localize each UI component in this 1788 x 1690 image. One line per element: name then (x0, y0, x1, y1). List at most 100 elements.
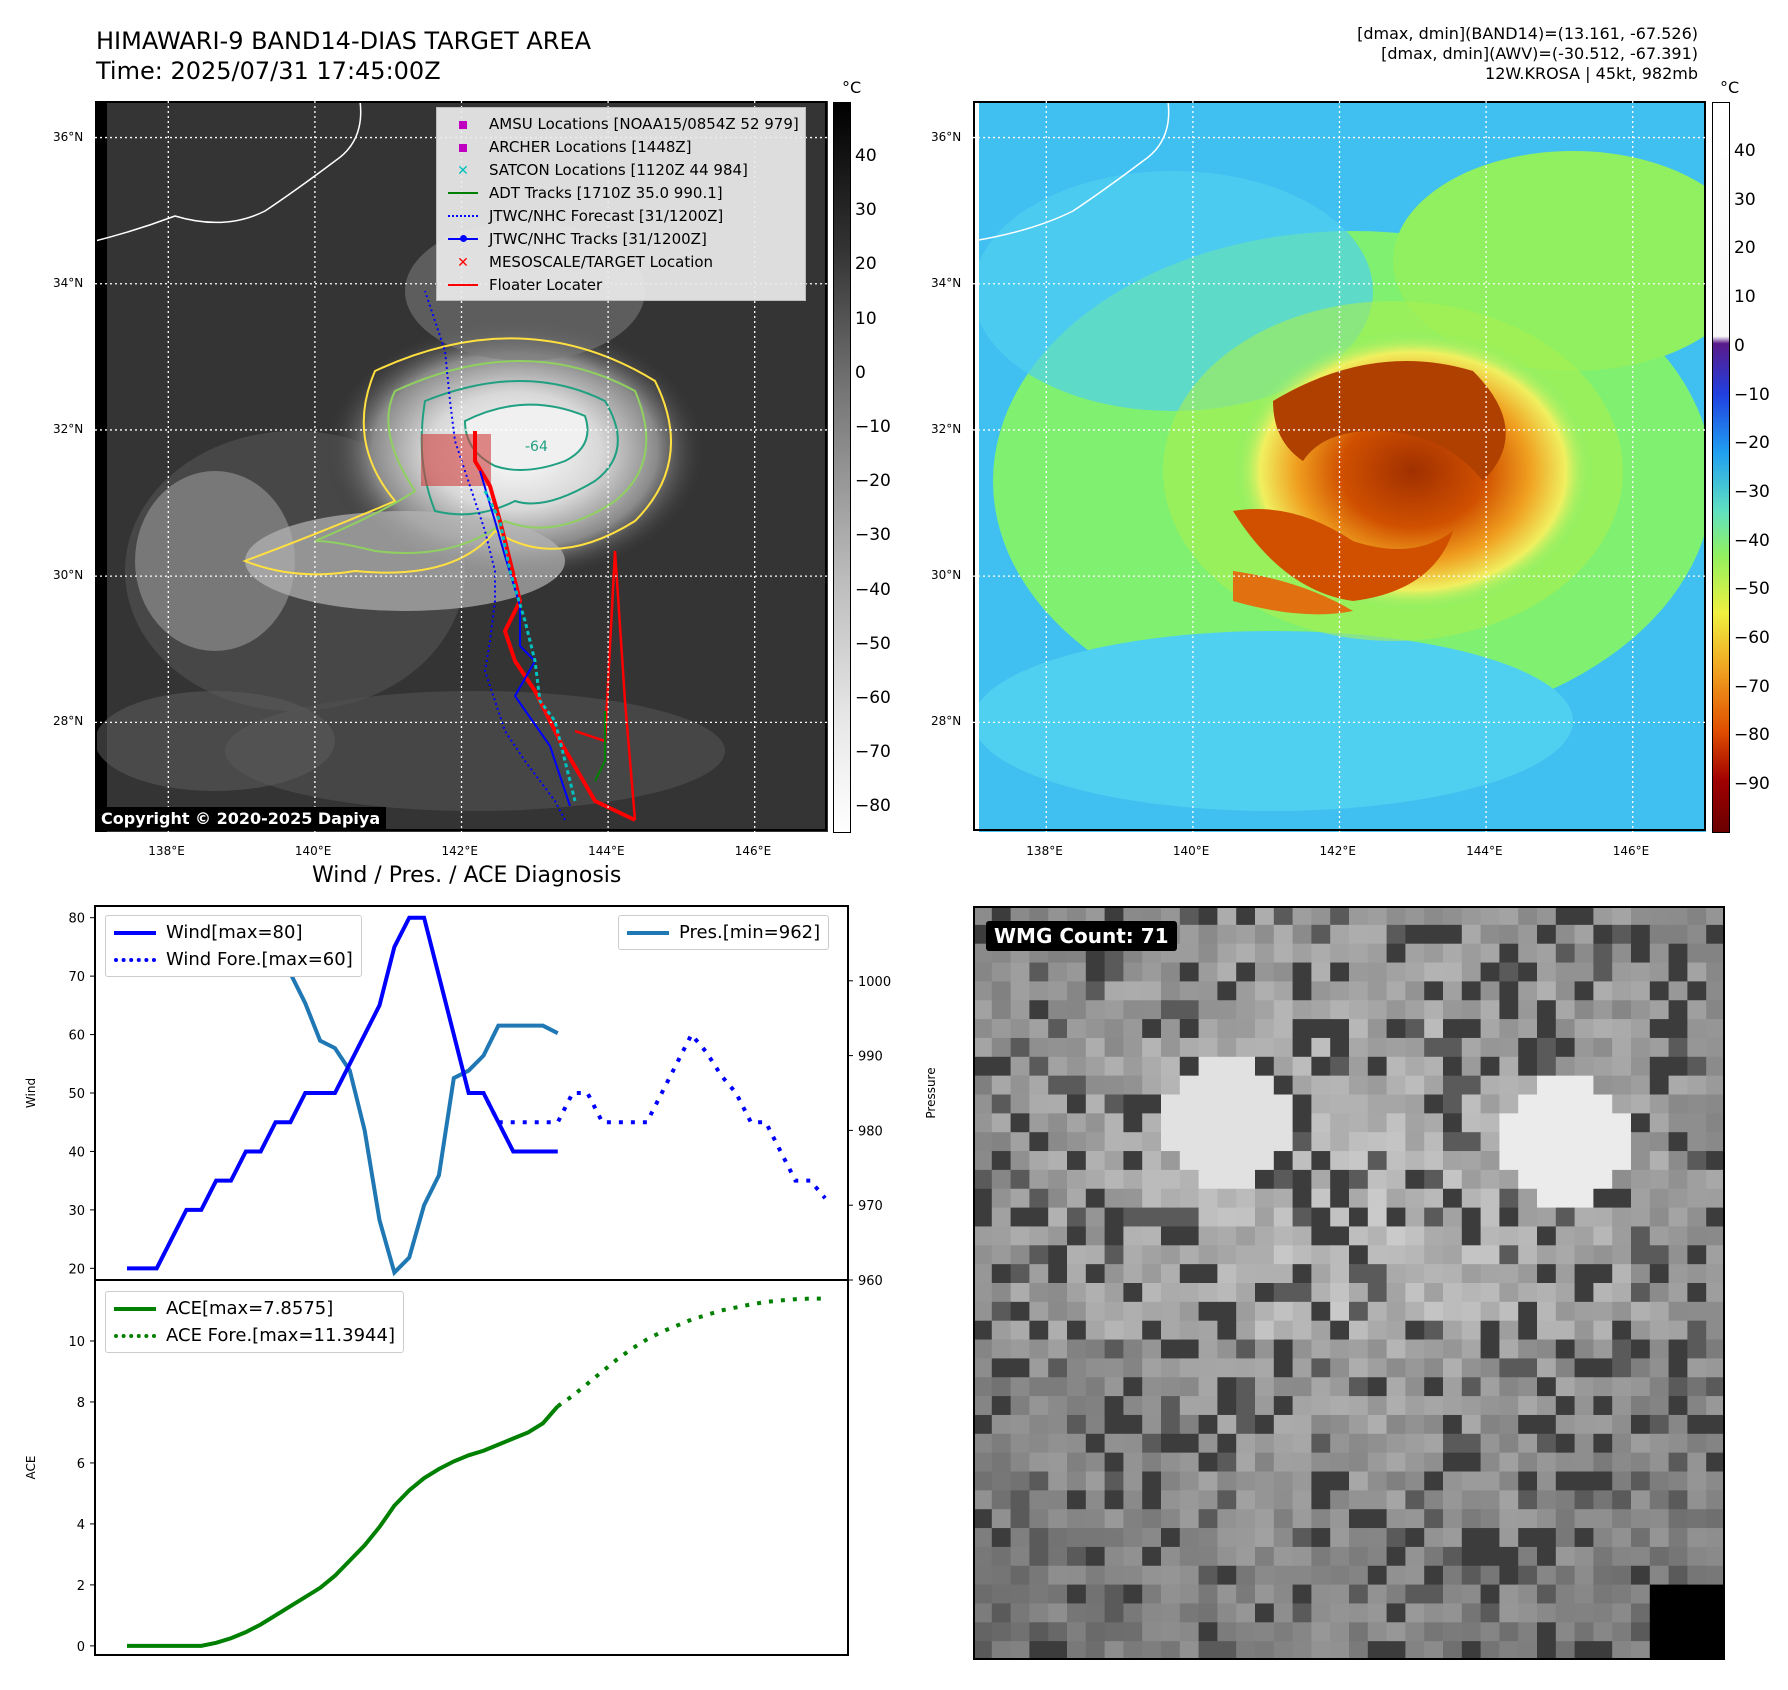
wmg-cell (1179, 981, 1200, 1001)
wmg-cell (1593, 1207, 1613, 1227)
colorbar-left (833, 102, 851, 833)
wmg-cell (1311, 1433, 1331, 1454)
wmg-cell (1255, 1301, 1275, 1322)
legend-marker (443, 230, 483, 248)
wmg-cell (1330, 1396, 1350, 1416)
colorbar-tick-label: −50 (855, 633, 891, 654)
wmg-cell (1029, 1019, 1049, 1039)
wmg-cell (1330, 981, 1350, 1001)
wmg-cell (1236, 1528, 1256, 1548)
wmg-cell (1367, 1301, 1388, 1322)
wmg-cell (1443, 1169, 1463, 1190)
wmg-cell (1480, 1169, 1500, 1190)
wmg-cell (1518, 1452, 1538, 1472)
wmg-cell (1217, 1452, 1237, 1472)
wmg-cell (1518, 1622, 1538, 1642)
wmg-cell (1198, 1264, 1218, 1284)
wmg-cell (1330, 1188, 1350, 1209)
wmg-cell (1311, 1471, 1331, 1491)
wmg-cell (973, 1264, 993, 1284)
wmg-cell (1292, 1471, 1312, 1491)
wmg-cell (1161, 1283, 1181, 1303)
wmg-cell (1537, 1396, 1557, 1416)
wmg-cell (1574, 1603, 1594, 1623)
wmg-cell (1085, 906, 1106, 926)
wmg-cell (1593, 1414, 1613, 1435)
wmg-cell (1349, 1584, 1369, 1604)
wmg-cell (1029, 1603, 1049, 1623)
wmg-cell (1067, 1226, 1087, 1246)
wmg-cell (1518, 1169, 1538, 1190)
wmg-cell (1255, 962, 1275, 982)
wmg-cell (1461, 1433, 1482, 1454)
wmg-cell (1593, 1603, 1613, 1623)
wmg-cell (1067, 1622, 1087, 1642)
wmg-cell (1480, 1414, 1500, 1435)
wmg-cell (1179, 1471, 1200, 1491)
wmg-cell (1518, 1094, 1538, 1114)
wmg-cell (1104, 1358, 1124, 1378)
wmg-cell (1537, 1301, 1557, 1322)
wmg-cell (1048, 1094, 1068, 1114)
wmg-cell (1405, 1019, 1425, 1039)
wmg-cell (1067, 1019, 1087, 1039)
wmg-cell (1273, 1056, 1294, 1077)
wmg-cell (1405, 1358, 1425, 1378)
pressure-axis-label: Pressure (924, 1067, 938, 1118)
wmg-cell (1537, 1037, 1557, 1058)
colorbar-unit-left: °C (842, 78, 862, 97)
wmg-cell (1461, 1037, 1482, 1058)
wmg-cell (1198, 1132, 1218, 1152)
wmg-cell (1104, 1565, 1124, 1586)
wmg-cell (1273, 1000, 1294, 1020)
wmg-cell (1273, 1037, 1294, 1058)
wmg-cell (1085, 1056, 1106, 1077)
wmg-cell (1537, 1320, 1557, 1341)
wmg-cell (1085, 1132, 1106, 1152)
wmg-cell (1555, 1226, 1576, 1246)
wmg-cell (1104, 1245, 1124, 1265)
wmg-cell (1292, 1207, 1312, 1227)
wmg-cell (1029, 1226, 1049, 1246)
wmg-cell (1273, 1565, 1294, 1586)
wmg-cell (1706, 1603, 1725, 1623)
wmg-cell (1461, 1528, 1482, 1548)
wmg-cell (1255, 1000, 1275, 1020)
wmg-cell (1217, 1396, 1237, 1416)
wmg-cell (1537, 906, 1557, 926)
wmg-cell (1217, 1471, 1237, 1491)
colorbar-tick-label: −60 (855, 688, 891, 708)
wmg-cell (1217, 1528, 1237, 1548)
wind-forecast-line (468, 1030, 827, 1200)
wmg-cell (1631, 906, 1651, 926)
wmg-cell (1198, 1151, 1218, 1171)
wmg-cell (1443, 1075, 1463, 1095)
wmg-cell (1142, 1414, 1162, 1435)
wmg-cell (1706, 1283, 1725, 1303)
wmg-cell (1273, 1283, 1294, 1303)
wmg-cell (1292, 962, 1312, 982)
wmg-cell (1029, 1528, 1049, 1548)
wmg-cell (1217, 1075, 1237, 1095)
wmg-cell (1123, 1339, 1143, 1359)
wmg-cell (1386, 1471, 1406, 1491)
wmg-cell (1612, 1414, 1632, 1435)
wmg-cell (1142, 1132, 1162, 1152)
wmg-cell (1311, 1000, 1331, 1020)
wmg-cell (1461, 1377, 1482, 1397)
wmg-cell (1461, 1546, 1482, 1567)
wmg-cell (1292, 1452, 1312, 1472)
wmg-cell (1367, 906, 1388, 926)
wmg-cell (991, 1509, 1012, 1529)
wmg-cell (1555, 1396, 1576, 1416)
wmg-cell (1706, 1471, 1725, 1491)
wmg-cell (1085, 1433, 1106, 1454)
wmg-cell (1029, 1075, 1049, 1095)
wmg-cell (1649, 1320, 1670, 1341)
wmg-cell (1480, 1094, 1500, 1114)
wmg-cell (1029, 1339, 1049, 1359)
wmg-cell (1706, 1132, 1725, 1152)
wmg-cell (1706, 906, 1725, 926)
wmg-cell (1067, 1301, 1087, 1322)
wmg-cell (1631, 1641, 1651, 1660)
